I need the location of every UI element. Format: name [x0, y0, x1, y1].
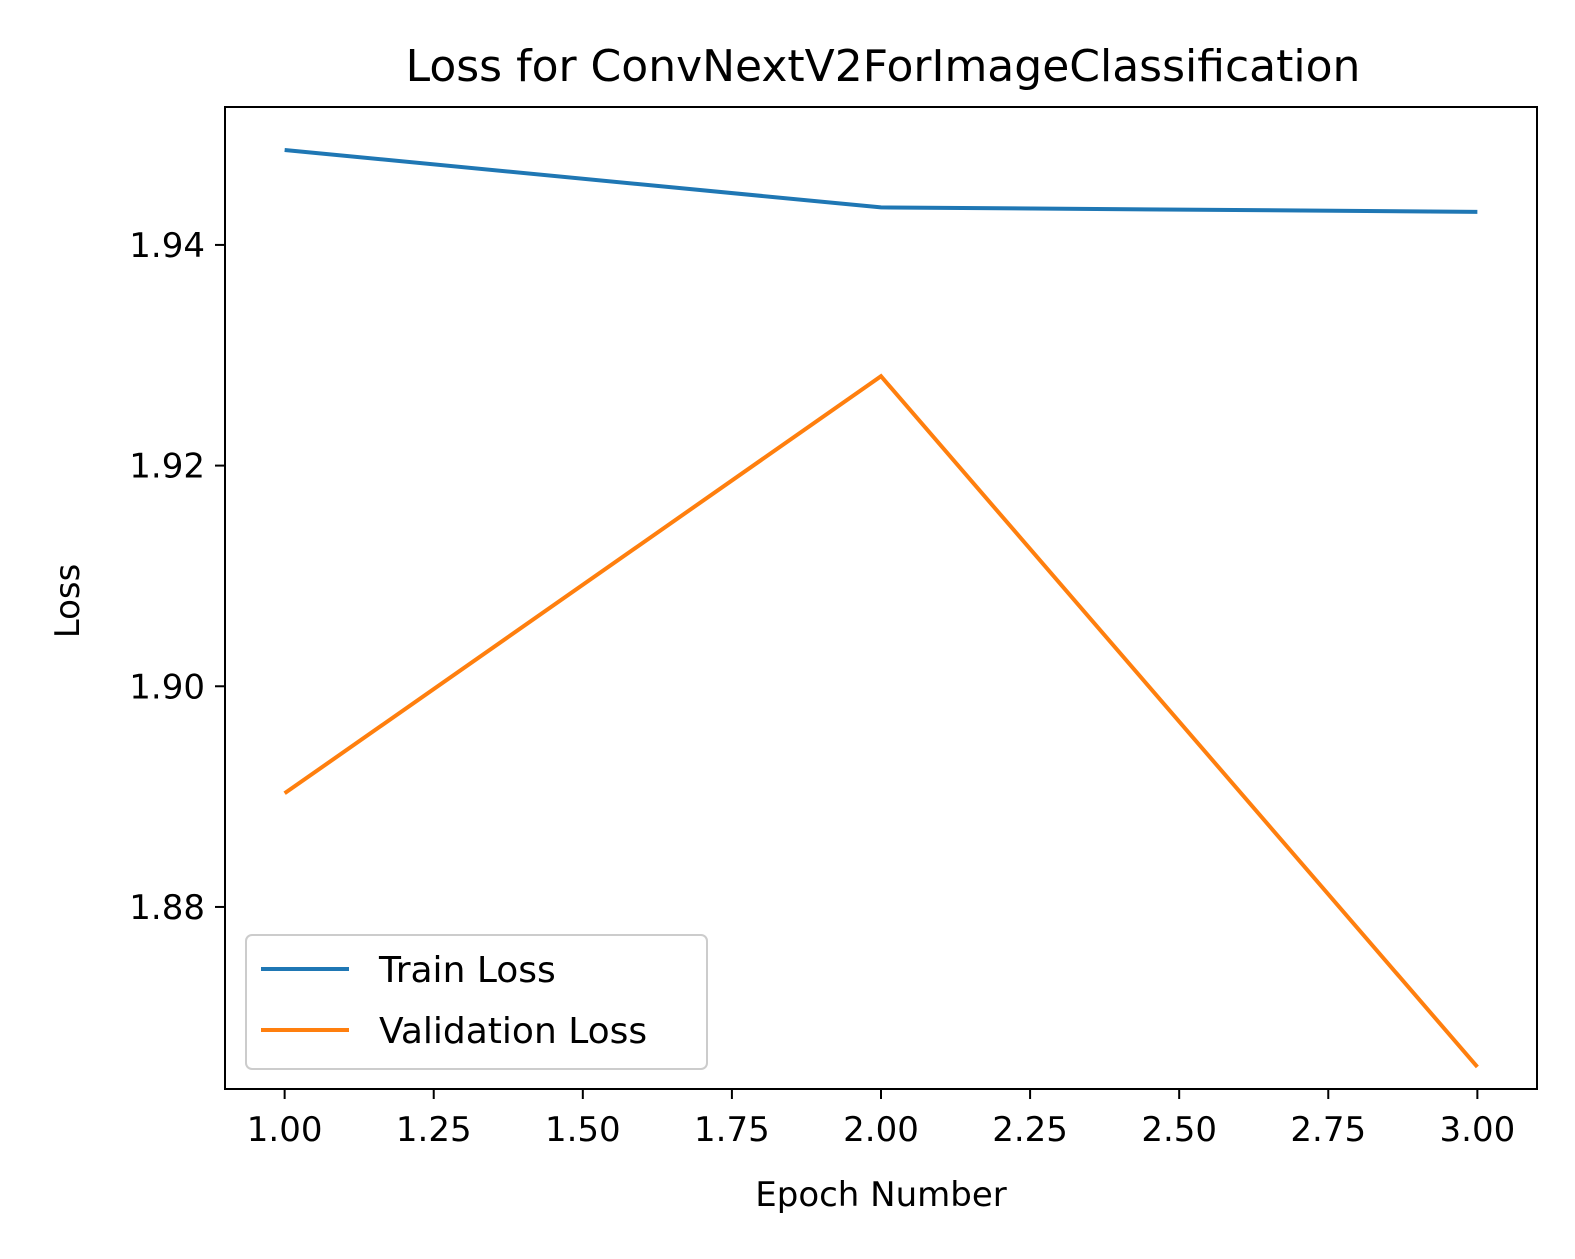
- y-tick-label: 1.88: [129, 888, 205, 928]
- x-axis-label: Epoch Number: [755, 1175, 1007, 1215]
- y-axis-label: Loss: [48, 564, 88, 639]
- y-tick-label: 1.90: [129, 667, 205, 707]
- y-tick-label: 1.92: [129, 447, 205, 487]
- x-tick-label: 2.75: [1290, 1110, 1366, 1150]
- x-tick-label: 2.00: [843, 1110, 919, 1150]
- y-axis-ticks: 1.88 1.90 1.92 1.94: [129, 226, 225, 928]
- legend: Train Loss Validation Loss: [245, 934, 708, 1070]
- plot-area: [224, 106, 1538, 1090]
- legend-label-validation-loss: Validation Loss: [379, 1011, 647, 1052]
- x-tick-label: 3.00: [1440, 1110, 1516, 1150]
- x-tick-label: 1.50: [545, 1110, 621, 1150]
- x-axis-ticks: 1.00 1.25 1.50 1.75 2.00 2.25 2.50 2.75 3.00: [247, 1089, 1515, 1150]
- series-line-validation-loss: [283, 373, 1479, 1069]
- x-tick-label: 2.50: [1141, 1110, 1217, 1150]
- x-tick-label: 2.25: [992, 1110, 1068, 1150]
- chart-title: Loss for ConvNextV2ForImageClassificatio…: [406, 41, 1361, 92]
- series-line-train-loss: [284, 148, 1478, 214]
- x-tick-label: 1.00: [247, 1110, 323, 1150]
- y-tick-label: 1.94: [129, 226, 205, 266]
- legend-label-train-loss: Train Loss: [378, 950, 556, 991]
- axes-background: [225, 107, 1537, 1089]
- legend-box: [245, 934, 708, 1070]
- x-tick-label: 1.25: [396, 1110, 472, 1150]
- x-tick-label: 1.75: [694, 1110, 770, 1150]
- series-layer: [283, 148, 1479, 1069]
